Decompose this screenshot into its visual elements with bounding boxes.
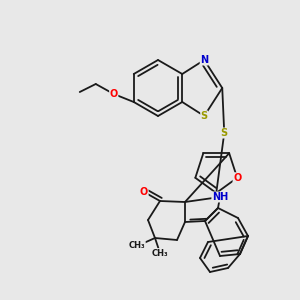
Text: CH₃: CH₃ [129, 242, 145, 250]
Text: NH: NH [212, 192, 228, 202]
Text: O: O [233, 173, 241, 183]
Text: S: S [221, 128, 228, 138]
Text: O: O [110, 89, 118, 99]
Text: CH₃: CH₃ [152, 248, 168, 257]
Text: N: N [200, 55, 208, 65]
Text: S: S [201, 111, 208, 121]
Text: O: O [140, 187, 148, 197]
